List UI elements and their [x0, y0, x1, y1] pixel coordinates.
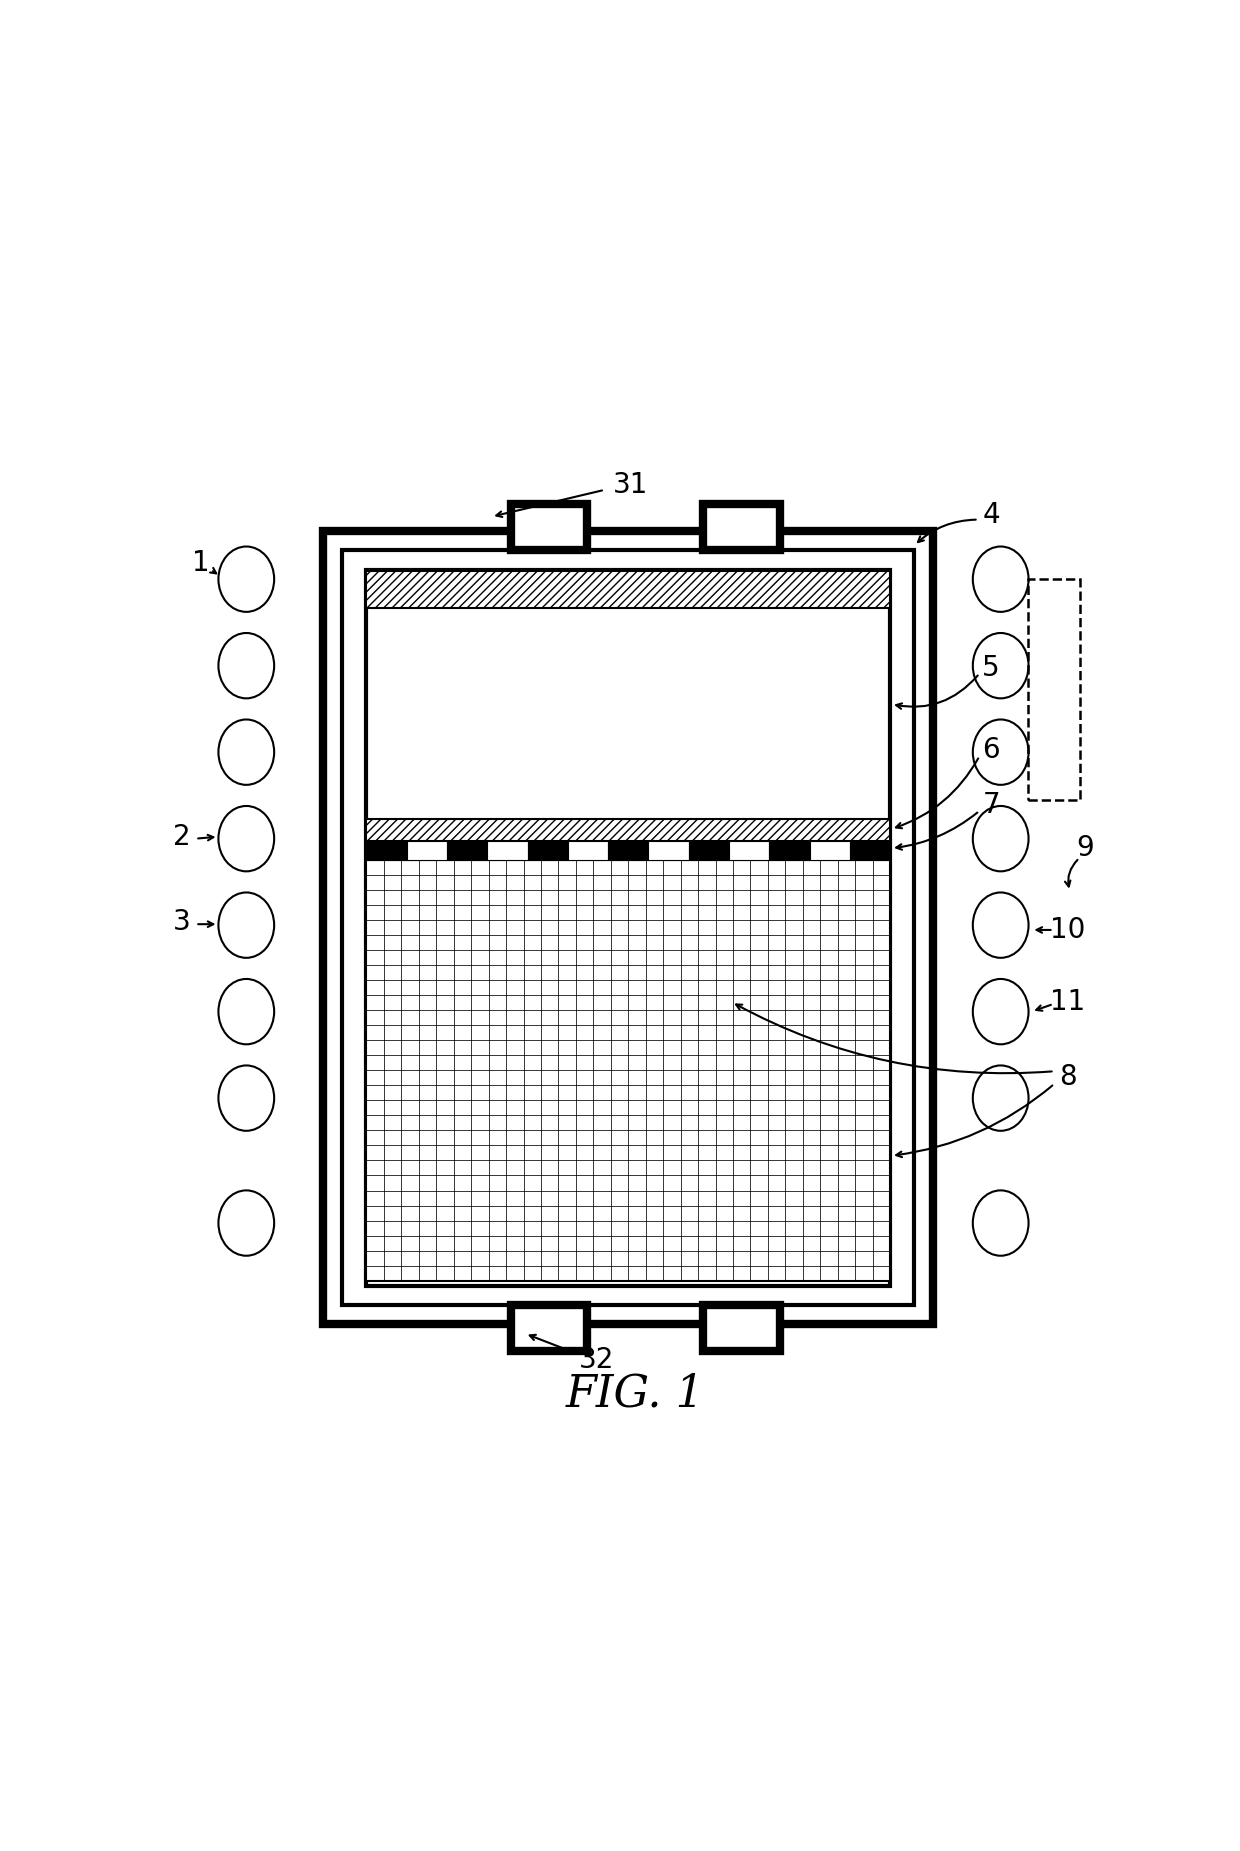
Bar	[649, 840, 688, 861]
Text: 2: 2	[174, 822, 191, 851]
Text: 3: 3	[174, 909, 191, 937]
Bar	[688, 840, 729, 861]
Text: 7: 7	[982, 790, 999, 818]
Ellipse shape	[218, 805, 274, 872]
Text: 32: 32	[579, 1346, 615, 1373]
Bar	[324, 531, 934, 1323]
Bar	[810, 840, 849, 861]
Ellipse shape	[973, 633, 1028, 698]
Bar	[608, 840, 649, 861]
Text: 1: 1	[192, 550, 210, 578]
Text: 6: 6	[982, 737, 999, 764]
Ellipse shape	[973, 892, 1028, 957]
Bar	[849, 840, 890, 861]
Ellipse shape	[218, 633, 274, 698]
Ellipse shape	[218, 1066, 274, 1131]
Text: 5: 5	[982, 653, 999, 681]
Bar	[367, 820, 890, 840]
Ellipse shape	[218, 979, 274, 1044]
Text: 10: 10	[1050, 916, 1086, 944]
Ellipse shape	[973, 1066, 1028, 1131]
Ellipse shape	[973, 1190, 1028, 1255]
Bar	[367, 840, 407, 861]
Bar	[511, 503, 588, 550]
Bar	[367, 861, 890, 1281]
Ellipse shape	[218, 720, 274, 785]
Text: 8: 8	[1059, 1062, 1076, 1090]
Bar	[511, 1305, 588, 1351]
Bar	[703, 503, 780, 550]
Text: FIG. 1: FIG. 1	[565, 1373, 706, 1416]
Bar	[769, 840, 810, 861]
Text: 4: 4	[982, 502, 999, 529]
Ellipse shape	[218, 1190, 274, 1255]
Ellipse shape	[218, 892, 274, 957]
Bar	[527, 840, 568, 861]
Text: 31: 31	[613, 470, 649, 500]
Ellipse shape	[973, 546, 1028, 613]
Ellipse shape	[973, 720, 1028, 785]
Ellipse shape	[218, 546, 274, 613]
Bar	[367, 570, 890, 1286]
Text: 11: 11	[1050, 988, 1085, 1016]
Text: 9: 9	[1076, 835, 1094, 863]
Bar	[1028, 579, 1080, 800]
Bar	[407, 840, 446, 861]
Bar	[703, 1305, 780, 1351]
Bar	[487, 840, 527, 861]
Bar	[446, 840, 487, 861]
Ellipse shape	[973, 979, 1028, 1044]
Bar	[342, 550, 914, 1305]
Bar	[568, 840, 608, 861]
Bar	[367, 572, 890, 607]
Ellipse shape	[973, 805, 1028, 872]
Bar	[729, 840, 769, 861]
